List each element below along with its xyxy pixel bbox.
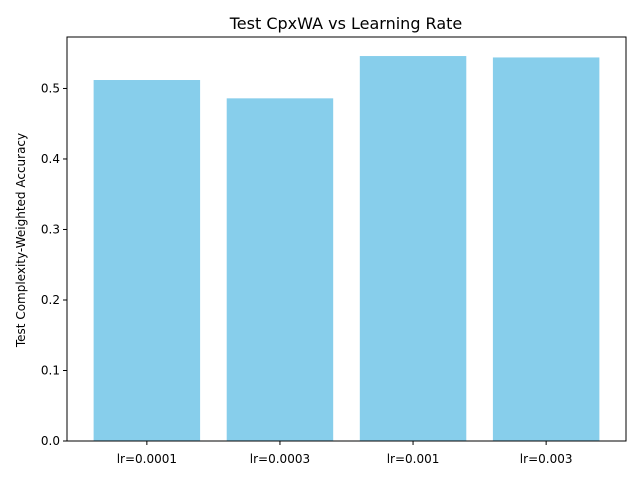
y-axis-label: Test Complexity-Weighted Accuracy xyxy=(14,133,28,348)
y-tick-label: 0.5 xyxy=(41,81,60,95)
y-tick-label: 0.4 xyxy=(41,152,60,166)
x-tick-label: lr=0.003 xyxy=(520,452,573,466)
y-axis-ticks: 0.0 0.1 0.2 0.3 0.4 0.5 xyxy=(41,81,67,448)
y-tick-label: 0.0 xyxy=(41,434,60,448)
bar-lr-0-0003 xyxy=(226,98,334,441)
x-tick-label: lr=0.001 xyxy=(387,452,440,466)
plot-frame xyxy=(66,36,627,442)
bars-group xyxy=(93,56,600,441)
bar-lr-0-003 xyxy=(492,57,600,441)
bar-lr-0-001 xyxy=(359,56,467,441)
y-tick-label: 0.1 xyxy=(41,363,60,377)
x-tick-label: lr=0.0001 xyxy=(117,452,177,466)
x-axis-ticks: lr=0.0001 lr=0.0003 lr=0.001 lr=0.003 xyxy=(117,441,573,466)
y-tick-label: 0.2 xyxy=(41,293,60,307)
y-tick-label: 0.3 xyxy=(41,222,60,236)
bar-lr-0-0001 xyxy=(93,80,201,441)
x-tick-label: lr=0.0003 xyxy=(250,452,310,466)
chart-title: Test CpxWA vs Learning Rate xyxy=(229,14,463,33)
